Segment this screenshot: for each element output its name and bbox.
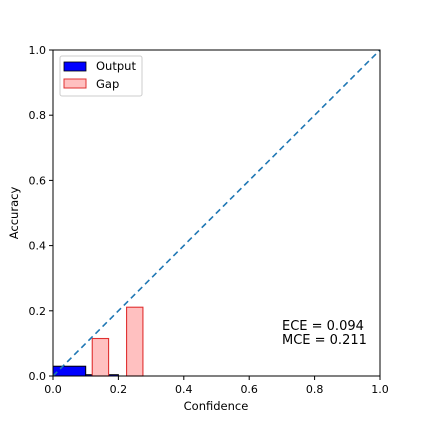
- ece-annotation: ECE = 0.094: [282, 319, 364, 334]
- y-axis-label: Accuracy: [7, 187, 21, 240]
- perfect-calibration-line: [52, 49, 381, 377]
- x-tick-label: 0.6: [240, 383, 258, 396]
- x-tick-label: 0.0: [44, 383, 62, 396]
- axes-layer: 0.0 0.2 0.4 0.6 0.8 1.0 0.0 0.2 0.4 0.6 0.8 1.0: [29, 44, 389, 396]
- x-tick-label: 0.8: [306, 383, 324, 396]
- y-tick-label: 0.0: [29, 370, 47, 383]
- x-tick-label: 0.2: [110, 383, 128, 396]
- legend-swatch-gap: [63, 78, 87, 89]
- bars-layer: [52, 306, 144, 377]
- y-tick-label: 1.0: [29, 44, 47, 57]
- x-axis-label: Confidence: [184, 399, 249, 413]
- y-tick-label: 0.2: [29, 305, 47, 318]
- legend-swatch-output: [63, 61, 87, 72]
- x-tick-label: 1.0: [371, 383, 389, 396]
- y-tick-label: 0.6: [29, 174, 47, 187]
- y-tick-label: 0.4: [29, 240, 47, 253]
- plot-frame: [52, 49, 381, 377]
- mce-annotation: MCE = 0.211: [282, 333, 367, 348]
- x-tick-label: 0.4: [175, 383, 193, 396]
- legend-label-output: Output: [96, 59, 136, 73]
- legend-label-gap: Gap: [96, 77, 119, 91]
- y-tick-label: 0.8: [29, 109, 47, 122]
- gap-bar-0: [91, 337, 110, 377]
- legend: Output Gap: [59, 55, 143, 97]
- gap-bar-1: [126, 306, 144, 377]
